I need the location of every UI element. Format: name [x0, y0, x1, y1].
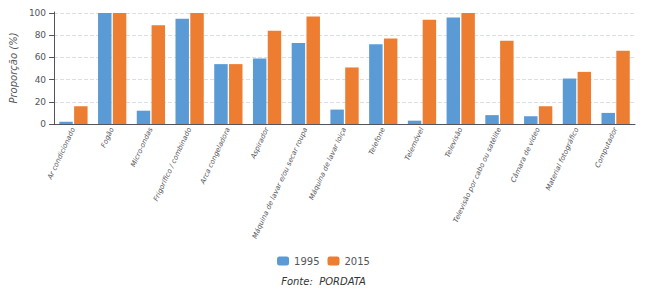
- svg-text:0: 0: [40, 119, 46, 129]
- svg-text:2015: 2015: [345, 256, 370, 267]
- svg-text:Aspirador: Aspirador: [249, 125, 271, 161]
- svg-text:Telemóvel: Telemóvel: [403, 126, 425, 162]
- svg-text:100: 100: [29, 8, 46, 18]
- svg-text:Fogão: Fogão: [100, 126, 116, 149]
- svg-text:Fonte: PORDATA: Fonte: PORDATA: [281, 276, 366, 287]
- svg-text:Câmara de vídeo: Câmara de vídeo: [509, 126, 541, 183]
- svg-text:40: 40: [35, 75, 47, 85]
- svg-text:Ar condicionado: Ar condicionado: [46, 126, 77, 181]
- svg-text:80: 80: [35, 30, 47, 40]
- svg-text:Telefone: Telefone: [367, 126, 387, 156]
- svg-text:Material fotográfico: Material fotográfico: [544, 126, 580, 192]
- svg-text:20: 20: [35, 97, 47, 107]
- svg-text:Televisão: Televisão: [443, 126, 464, 159]
- svg-text:Frigorífico / combinado: Frigorífico / combinado: [152, 126, 193, 202]
- svg-text:Televisão por cabo ou satélite: Televisão por cabo ou satélite: [452, 126, 503, 224]
- svg-text:Máquina de lavar e/ou secar ro: Máquina de lavar e/ou secar roupa: [251, 126, 310, 240]
- svg-text:Arca congeladora: Arca congeladora: [198, 126, 232, 186]
- svg-text:Micro-ondas: Micro-ondas: [129, 126, 154, 168]
- svg-text:Computador: Computador: [594, 125, 620, 169]
- svg-text:60: 60: [35, 52, 47, 62]
- svg-text:1995: 1995: [294, 256, 319, 267]
- svg-text:Máquina de lavar loiça: Máquina de lavar loiça: [308, 126, 349, 201]
- svg-text:Proporção (%): Proporção (%): [8, 32, 19, 103]
